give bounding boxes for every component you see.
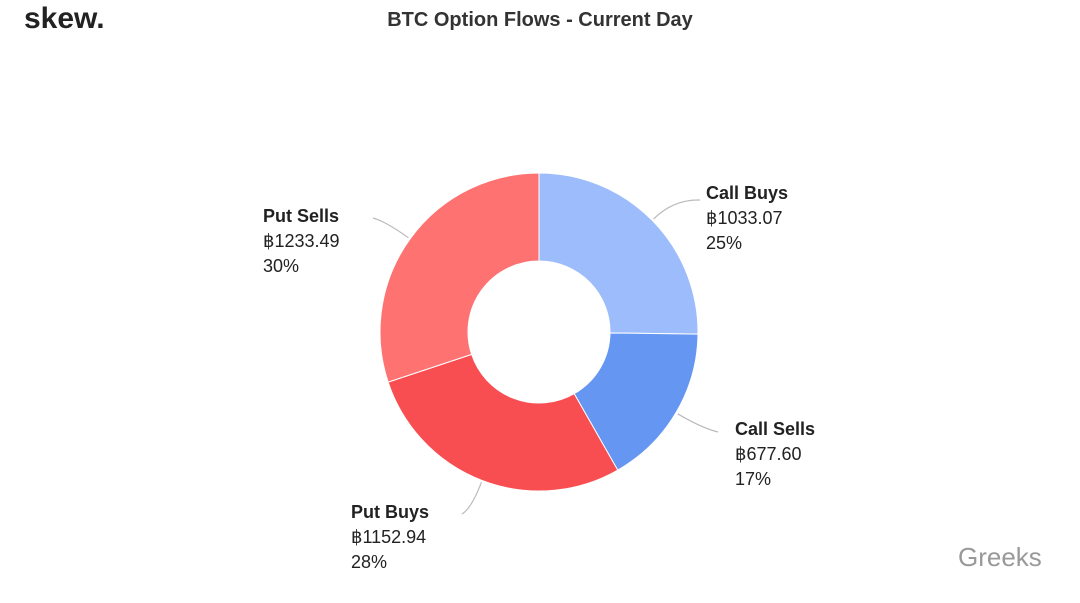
connector-line: [677, 413, 719, 433]
connector-line: [372, 217, 409, 239]
value-label: ฿1233.49: [263, 231, 340, 251]
pie-slice: [538, 172, 699, 335]
brand-logo: skew.: [24, 2, 105, 35]
pie-slice: [573, 332, 699, 471]
percent-label: 17%: [735, 469, 771, 489]
pie-slice: [387, 353, 619, 492]
connector-line: [653, 199, 701, 220]
value-label: ฿1033.07: [706, 208, 783, 228]
percent-label: 30%: [263, 256, 299, 276]
value-label: ฿1152.94: [351, 527, 426, 547]
slice-label: Call Buys: [706, 183, 788, 203]
slice-label: Put Sells: [263, 206, 339, 226]
percent-label: 28%: [351, 552, 387, 572]
value-label: ฿677.60: [735, 444, 802, 464]
chart-title: BTC Option Flows - Current Day: [387, 9, 693, 31]
slice-label: Put Buys: [351, 502, 429, 522]
slice-label: Call Sells: [735, 419, 815, 439]
watermark: Greeks: [958, 542, 1042, 572]
percent-label: 25%: [706, 233, 742, 253]
pie-slice: [379, 172, 540, 383]
connector-line: [461, 482, 482, 515]
